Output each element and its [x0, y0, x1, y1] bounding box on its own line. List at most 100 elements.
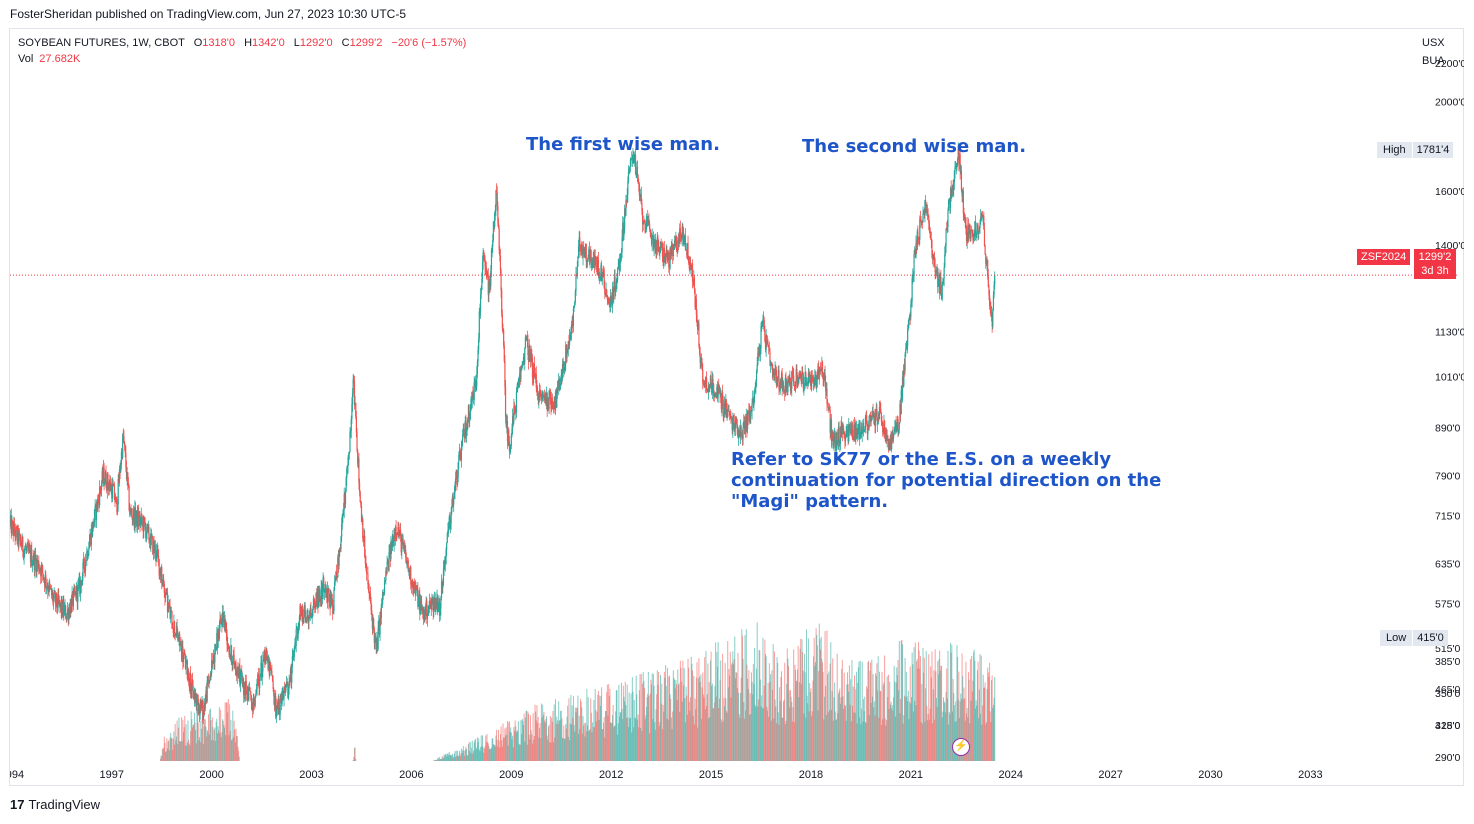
candle	[341, 513, 343, 530]
candle	[95, 499, 98, 528]
volume-bar	[593, 700, 595, 761]
time-tick-label: 2006	[399, 769, 423, 781]
low-marker-label: Low	[1380, 630, 1413, 646]
volume-bar	[991, 675, 993, 761]
candle	[838, 421, 840, 447]
volume-bar	[829, 710, 831, 761]
candle	[359, 490, 361, 503]
volume-bar	[752, 664, 754, 761]
volume-bar	[671, 729, 673, 761]
volume-bar	[484, 745, 486, 761]
candle	[364, 549, 366, 569]
volume-bar	[963, 687, 965, 761]
candle	[125, 460, 128, 481]
volume-bar	[524, 741, 526, 761]
candle	[59, 602, 62, 612]
candle	[779, 378, 781, 395]
volume-bar	[439, 756, 441, 761]
candle	[750, 410, 752, 424]
volume-bar	[797, 669, 799, 761]
volume-bar	[535, 720, 537, 761]
candle	[562, 357, 564, 373]
candle	[212, 660, 214, 670]
volume-bar	[225, 702, 227, 761]
volume-bar	[718, 708, 720, 761]
candle	[182, 652, 185, 668]
tradingview-logo[interactable]: 17 TradingView	[10, 797, 100, 812]
candle	[417, 582, 419, 610]
volume-bar	[903, 695, 905, 761]
candle	[796, 364, 798, 390]
volume-bar	[874, 715, 876, 761]
volume-bar	[520, 720, 522, 761]
volume-bar	[887, 697, 889, 761]
candle	[22, 535, 24, 558]
volume-bar	[908, 719, 910, 761]
candle	[179, 640, 181, 652]
candle	[472, 389, 475, 404]
volume-bar	[495, 735, 497, 761]
candle	[313, 597, 315, 609]
volume-bar	[938, 659, 940, 761]
candle	[430, 597, 432, 610]
volume-series	[159, 622, 996, 761]
candle	[321, 582, 324, 605]
volume-bar	[592, 727, 594, 761]
volume-bar	[785, 720, 787, 761]
candle	[756, 356, 758, 374]
candle	[770, 362, 772, 367]
volume-bar	[643, 680, 645, 761]
candle	[789, 370, 791, 386]
candle	[414, 579, 416, 602]
volume-bar	[699, 682, 701, 761]
candle	[519, 367, 521, 388]
volume-bar	[847, 684, 849, 761]
candle	[291, 664, 293, 690]
candle	[299, 603, 301, 622]
volume-bar	[732, 664, 734, 761]
tradingview-mark-icon: 17	[10, 797, 25, 812]
candle	[254, 695, 256, 708]
candle	[332, 593, 334, 621]
candle	[236, 670, 238, 682]
volume-bar	[693, 675, 695, 761]
volume-bar	[555, 723, 557, 761]
candle	[150, 527, 152, 552]
volume-bar	[868, 714, 870, 761]
candle	[90, 533, 92, 547]
candle	[680, 233, 682, 245]
candle	[745, 408, 747, 433]
volume-bar	[547, 726, 549, 761]
candle	[399, 522, 402, 542]
volume-bar	[880, 690, 882, 761]
volume-bar	[706, 706, 708, 761]
candle	[352, 373, 354, 397]
candle	[437, 602, 439, 613]
volume-bar	[912, 664, 914, 761]
volume-bar	[704, 709, 706, 761]
candle	[677, 233, 680, 251]
candle	[912, 268, 914, 284]
candle	[114, 495, 116, 508]
candle	[823, 368, 826, 381]
bolt-icon[interactable]: ⚡	[952, 738, 970, 756]
candle	[293, 645, 295, 662]
volume-bar	[861, 661, 863, 761]
candle	[670, 247, 672, 260]
volume-bar	[977, 661, 979, 761]
volume-bar	[926, 720, 928, 761]
volume-bar	[845, 705, 847, 761]
volume-bar	[639, 674, 641, 761]
candle	[504, 379, 507, 424]
candle	[140, 507, 142, 526]
price-scale-currency[interactable]: USX BUA	[1422, 34, 1445, 70]
candle	[408, 568, 410, 576]
volume-bar	[990, 722, 992, 761]
volume-bar	[934, 649, 936, 761]
candle	[112, 479, 114, 487]
price-chart[interactable]: 2200'02000'01600'01400'01130'01010'0890'…	[10, 29, 1464, 786]
candle	[794, 385, 796, 392]
volume-bar	[686, 695, 688, 761]
candle	[156, 543, 158, 562]
volume-bar	[911, 652, 913, 761]
